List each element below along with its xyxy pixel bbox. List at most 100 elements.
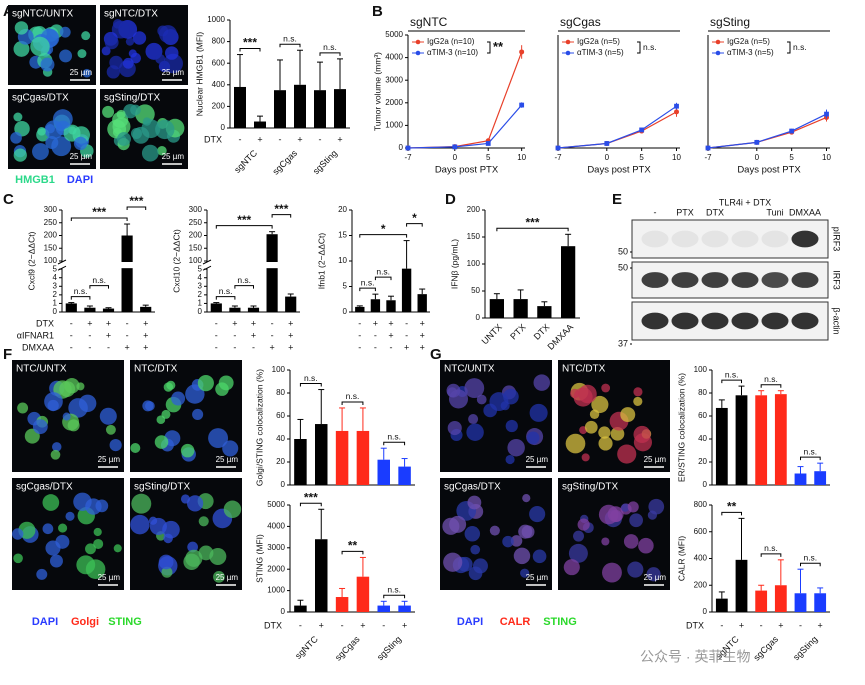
condition-sign: -: [126, 330, 129, 340]
y-tick-label: 800: [694, 500, 708, 509]
cell: [142, 117, 152, 126]
y-tick-label: 200: [44, 231, 58, 240]
legend-marker: [565, 50, 571, 56]
blot-band: [791, 230, 819, 248]
bar: [398, 605, 411, 612]
significance-bracket: [299, 502, 322, 507]
cell: [215, 382, 229, 396]
cell: [620, 407, 636, 423]
x-tick-label: 10: [517, 153, 526, 162]
cell: [598, 426, 611, 439]
significance-bracket: [299, 383, 322, 387]
significance-bracket: [496, 227, 569, 232]
significance-label: n.s.: [803, 552, 817, 562]
cell: [505, 454, 515, 465]
cell: [10, 132, 22, 144]
condition-sign: -: [799, 620, 802, 630]
cell: [186, 495, 204, 512]
cell: [157, 145, 167, 156]
significance-label: n.s.: [237, 275, 251, 285]
cell: [73, 136, 88, 151]
series-line: [557, 105, 677, 149]
group-label: sgNTC: [293, 634, 320, 661]
significance-label: ***: [243, 36, 257, 50]
cell: [130, 443, 141, 454]
scale-bar-label: 25 µm: [98, 455, 121, 464]
condition-sign: +: [232, 318, 237, 328]
cell: [627, 561, 644, 578]
cell: [209, 548, 227, 566]
cell: [82, 68, 92, 78]
cell: [149, 517, 167, 535]
cell: [573, 387, 593, 407]
significance-label: n.s.: [74, 286, 88, 296]
cell: [17, 402, 29, 414]
y-tick-label: 10: [338, 256, 347, 265]
y-axis-label: Cxcl10 (2−ΔΔCt): [171, 229, 181, 293]
bar: [210, 303, 222, 312]
scale-bar-label: 25 µm: [216, 455, 239, 464]
significance-label: *: [412, 211, 417, 225]
bar: [247, 307, 260, 312]
point: [555, 145, 561, 151]
scale-bar-label: 25 µm: [526, 455, 549, 464]
panel-letter: G: [430, 346, 442, 363]
cell: [533, 374, 550, 391]
condition-sign: +: [404, 342, 409, 352]
cell: [197, 375, 214, 392]
condition-sign: +: [373, 318, 378, 328]
bar: [401, 268, 412, 312]
bar: [386, 300, 396, 312]
bar: [140, 306, 152, 312]
y-tick-label: 200: [212, 102, 226, 111]
y-tick-label: 2: [198, 290, 203, 299]
y-tick-label: 4000: [267, 522, 285, 531]
legend-label: αTIM-3 (n=5): [577, 48, 624, 57]
bar: [84, 307, 96, 312]
bar: [294, 84, 306, 128]
condition-sign: -: [252, 342, 255, 352]
y-tick-label: 1000: [385, 121, 403, 130]
blot-band: [701, 272, 729, 288]
bar: [377, 605, 390, 612]
significance-bracket: [126, 206, 147, 211]
condition-sign: -: [390, 342, 393, 352]
bar: [266, 234, 278, 312]
bar: [735, 395, 748, 485]
y-tick-label: 1: [198, 299, 203, 308]
cell: [59, 26, 71, 38]
cell: [598, 436, 613, 451]
cell: [130, 104, 141, 116]
condition-sign: -: [233, 342, 236, 352]
size-marker: 50: [618, 262, 628, 272]
condition-sign: -: [215, 318, 218, 328]
significance-label: n.s.: [346, 391, 360, 401]
significance-bracket: [637, 41, 641, 54]
condition-sign: -: [760, 620, 763, 630]
cell: [633, 387, 643, 397]
y-tick-label: 100: [44, 256, 58, 265]
bar: [794, 593, 807, 612]
cell: [464, 378, 485, 398]
significance-bracket: [383, 594, 406, 599]
condition-sign: -: [271, 330, 274, 340]
cell: [99, 407, 117, 425]
blot-band: [761, 272, 789, 288]
cell: [476, 394, 487, 405]
condition-sign: +: [420, 318, 425, 328]
cell: [591, 395, 609, 414]
y-axis-label: STING (MFI): [254, 534, 264, 583]
condition-sign: +: [360, 620, 365, 630]
cell: [563, 559, 580, 576]
cell: [101, 46, 111, 56]
blot-band: [671, 312, 699, 330]
blot-band: [641, 230, 669, 248]
x-tick-label: 0: [453, 153, 458, 162]
image-label: sgSting/DTX: [104, 93, 160, 104]
cell: [36, 568, 48, 580]
cell: [145, 401, 155, 411]
blot-row-label: β-actin: [832, 307, 842, 334]
significance-bracket: [279, 43, 301, 48]
condition-sign: +: [269, 342, 274, 352]
